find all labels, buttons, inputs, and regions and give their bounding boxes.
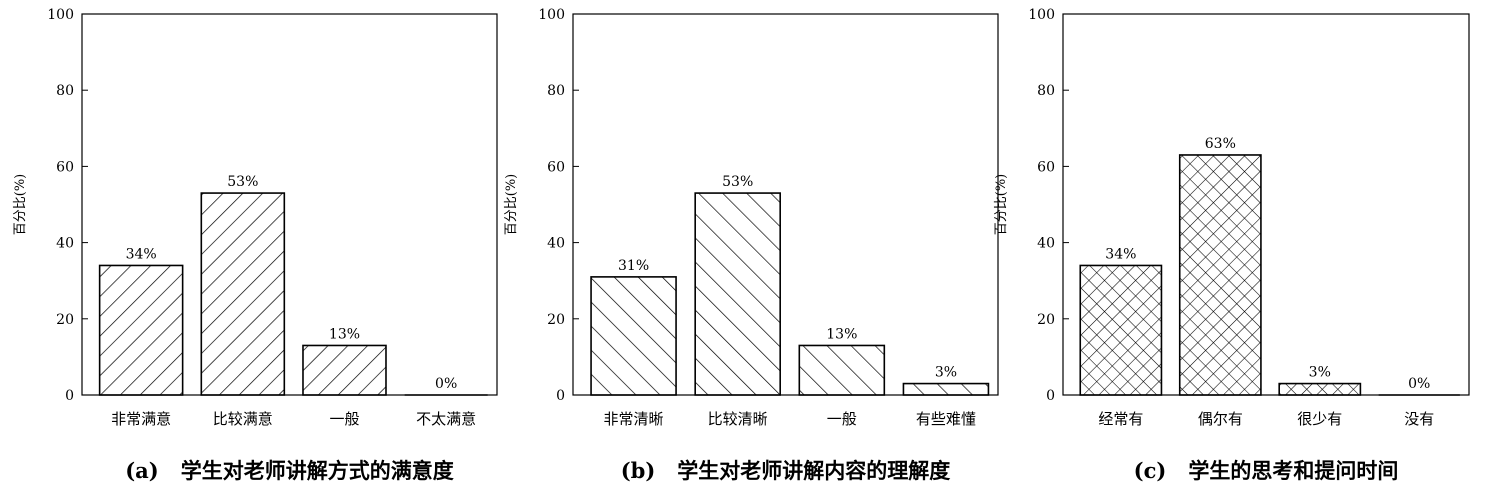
y-tick-label-4: 80 (1037, 83, 1055, 99)
data-label-2: 13% (329, 326, 360, 342)
y-axis-label: 百分比(%) (994, 174, 1009, 236)
x-tick-label-1: 比较清晰 (708, 410, 768, 428)
bar-0 (1079, 264, 1163, 396)
plot-frame (572, 13, 999, 396)
y-axis-label: 百分比(%) (13, 174, 28, 236)
chart-panel-0: 0 20 40 60 80 100 百分比(%) 34% 非常满意 53% 比较满意 13% 一般 0% 不… (13, 7, 498, 483)
data-label-3: 0% (435, 376, 457, 392)
bar-2 (1278, 382, 1362, 396)
data-label-1: 63% (1205, 136, 1236, 152)
x-tick-label-1: 比较满意 (213, 410, 273, 428)
chart-title: 学生对老师讲解方式的满意度 (181, 458, 454, 483)
x-tick-label-2: 一般 (329, 410, 359, 428)
y-tick-label-5: 100 (47, 7, 74, 23)
y-tick-label-3: 60 (1037, 159, 1055, 175)
y-tick-label-1: 20 (56, 312, 74, 328)
chart-caption: (b) 学生对老师讲解内容的理解度 (621, 458, 951, 483)
y-tick-label-3: 60 (547, 159, 565, 175)
y-tick-label-0: 0 (1046, 388, 1055, 404)
x-tick-label-0: 非常清晰 (604, 410, 664, 428)
plot-frame (1062, 13, 1470, 396)
data-label-3: 3% (935, 365, 957, 381)
y-tick-label-4: 80 (547, 83, 565, 99)
x-tick-label-2: 很少有 (1297, 410, 1342, 428)
bar-1 (200, 192, 286, 396)
chart-panel-2: 0 20 40 60 80 100 百分比(%) 34% 经常有 63% 偶尔有 3% 很少有 0% 没有 (… (994, 7, 1470, 483)
data-label-2: 3% (1309, 365, 1331, 381)
bar-1 (1178, 154, 1262, 396)
y-tick-label-0: 0 (556, 388, 565, 404)
y-tick-label-1: 20 (1037, 312, 1055, 328)
chart-caption: (a) 学生对老师讲解方式的满意度 (125, 458, 453, 483)
plot-frame (81, 13, 498, 396)
bar-0 (590, 276, 677, 396)
caption-label: (c) (1134, 458, 1167, 483)
y-axis-label: 百分比(%) (504, 174, 519, 236)
y-tick-label-3: 60 (56, 159, 74, 175)
data-label-1: 53% (227, 174, 258, 190)
bar-2 (302, 344, 387, 396)
chart-title: 学生的思考和提问时间 (1188, 458, 1398, 483)
y-tick-label-5: 100 (538, 7, 565, 23)
chart-title: 学生对老师讲解内容的理解度 (677, 458, 950, 483)
y-tick-label-2: 40 (56, 236, 74, 252)
x-tick-label-3: 不太满意 (416, 410, 476, 428)
data-label-0: 34% (1105, 246, 1136, 262)
chart-panel-1: 0 20 40 60 80 100 百分比(%) 31% 非常清晰 53% 比较清晰 13% 一般 3% 有… (504, 7, 999, 483)
y-tick-label-1: 20 (547, 312, 565, 328)
caption-label: (a) (125, 458, 158, 483)
bar-1 (694, 192, 781, 396)
y-tick-label-2: 40 (547, 236, 565, 252)
caption-label: (b) (621, 458, 656, 483)
y-tick-label-5: 100 (1028, 7, 1055, 23)
x-tick-label-0: 经常有 (1098, 410, 1143, 428)
y-tick-label-4: 80 (56, 83, 74, 99)
data-label-1: 53% (722, 174, 753, 190)
chart-caption: (c) 学生的思考和提问时间 (1134, 458, 1399, 483)
y-tick-label-0: 0 (65, 388, 74, 404)
data-label-0: 34% (126, 246, 157, 262)
x-tick-label-3: 有些难懂 (916, 410, 976, 428)
x-tick-label-2: 一般 (827, 410, 857, 428)
y-tick-label-2: 40 (1037, 236, 1055, 252)
x-tick-label-1: 偶尔有 (1198, 410, 1243, 428)
x-tick-label-3: 没有 (1404, 410, 1434, 428)
bar-0 (98, 264, 184, 396)
data-label-2: 13% (826, 326, 857, 342)
data-label-3: 0% (1408, 376, 1430, 392)
bar-2 (798, 344, 886, 396)
x-tick-label-0: 非常满意 (111, 410, 171, 428)
data-label-0: 31% (618, 258, 649, 274)
bar-3 (902, 382, 990, 396)
